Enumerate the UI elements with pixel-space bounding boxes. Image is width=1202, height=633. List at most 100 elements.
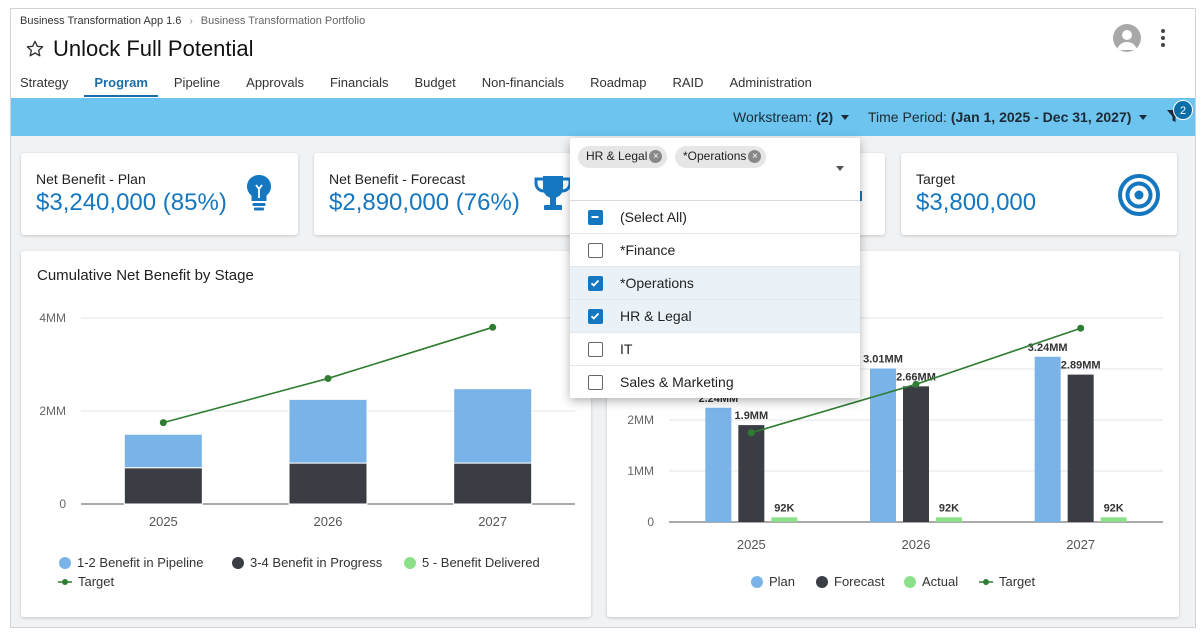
chevron-up-icon[interactable] xyxy=(836,166,844,171)
chart-title: Cumulative Net Benefit by Stage xyxy=(37,267,254,284)
data-label: 1.9MM xyxy=(735,410,769,422)
x-tick-label: 2026 xyxy=(314,514,343,529)
unchecked-checkbox-icon xyxy=(588,375,603,390)
kpi-card-plan: Net Benefit - Plan $3,240,000 (85%) xyxy=(21,153,298,235)
breadcrumb: Business Transformation App 1.6 › Busine… xyxy=(20,15,365,27)
x-tick-label: 2025 xyxy=(149,514,178,529)
data-label: 2.89MM xyxy=(1061,360,1101,372)
tab-raid[interactable]: RAID xyxy=(672,75,704,90)
target-point xyxy=(159,419,167,427)
y-tick-label: 1MM xyxy=(627,464,654,478)
data-label: 3.01MM xyxy=(863,353,903,365)
option-finance[interactable]: *Finance xyxy=(570,234,860,267)
option-operations[interactable]: *Operations xyxy=(570,267,860,300)
option-label: *Operations xyxy=(620,275,694,291)
x-tick-label: 2027 xyxy=(478,514,507,529)
stage-chart: 0 2MM 4MM 2025 2026 2027 xyxy=(39,311,575,529)
time-period-filter[interactable]: Time Period: (Jan 1, 2025 - Dec 31, 2027… xyxy=(868,109,1148,125)
tab-budget[interactable]: Budget xyxy=(414,75,456,90)
legend-item-actual[interactable]: Actual xyxy=(904,574,958,589)
time-period-value: (Jan 1, 2025 - Dec 31, 2027) xyxy=(950,109,1132,125)
workstream-filter[interactable]: Workstream: (2) xyxy=(733,109,850,125)
legend-item-plan[interactable]: Plan xyxy=(751,574,795,589)
y-tick-label: 0 xyxy=(647,515,654,529)
chip-remove-icon[interactable]: × xyxy=(649,150,663,163)
y-tick-label: 4MM xyxy=(39,311,66,325)
option-sales-marketing[interactable]: Sales & Marketing xyxy=(570,366,860,399)
legend-label: Actual xyxy=(922,574,959,589)
legend-item-progress[interactable]: 3-4 Benefit in Progress xyxy=(232,555,382,570)
breadcrumb-app-link[interactable]: Business Transformation App 1.6 xyxy=(20,15,182,27)
option-select-all[interactable]: (Select All) xyxy=(570,201,860,234)
trophy-icon xyxy=(534,176,572,210)
tab-administration[interactable]: Administration xyxy=(729,75,812,90)
option-hr-legal[interactable]: HR & Legal xyxy=(570,300,860,333)
y-tick-label: 0 xyxy=(59,497,66,511)
tab-financials[interactable]: Financials xyxy=(329,75,389,90)
chevron-down-icon xyxy=(1139,114,1148,120)
workstream-dropdown: HR & Legal × *Operations × (Select All) … xyxy=(570,138,860,398)
time-period-label: Time Period: xyxy=(868,109,947,125)
target-point xyxy=(324,374,332,382)
legend-item-forecast[interactable]: Forecast xyxy=(816,574,885,589)
bar xyxy=(1067,374,1094,522)
kpi-label: Target xyxy=(916,171,955,187)
selected-chips-area[interactable]: HR & Legal × *Operations × xyxy=(570,138,860,201)
tab-roadmap[interactable]: Roadmap xyxy=(590,75,647,90)
legend-label: 3-4 Benefit in Progress xyxy=(250,555,383,570)
legend-item-delivered[interactable]: 5 - Benefit Delivered xyxy=(404,555,540,570)
tab-non-financials[interactable]: Non-financials xyxy=(481,75,565,90)
tab-program[interactable]: Program xyxy=(84,70,159,97)
x-tick-label: 2025 xyxy=(737,537,766,551)
more-options-icon[interactable] xyxy=(1158,28,1168,48)
lightbulb-icon xyxy=(247,175,271,211)
bar xyxy=(936,517,962,522)
kpi-label: Net Benefit - Forecast xyxy=(329,171,466,187)
legend-item-target[interactable]: Target xyxy=(979,574,1035,589)
tab-strategy[interactable]: Strategy xyxy=(20,75,69,90)
option-label: IT xyxy=(620,341,633,357)
target-point xyxy=(912,380,920,388)
option-label: HR & Legal xyxy=(620,308,692,324)
kpi-card-forecast: Net Benefit - Forecast $2,890,000 (76%) xyxy=(314,153,590,235)
tab-pipeline[interactable]: Pipeline xyxy=(173,75,221,90)
nav-tabs: Strategy Program Pipeline Approvals Fina… xyxy=(10,70,828,97)
y-tick-label: 2MM xyxy=(39,404,66,418)
filter-count-badge: 2 xyxy=(1173,100,1193,120)
chip-hr-legal[interactable]: HR & Legal × xyxy=(578,146,668,168)
data-label: 92K xyxy=(774,502,794,514)
legend-label: Forecast xyxy=(834,574,885,589)
legend-label: Plan xyxy=(769,574,796,589)
breadcrumb-portfolio-link[interactable]: Business Transformation Portfolio xyxy=(200,15,366,27)
data-label: 92K xyxy=(1104,502,1124,514)
bar xyxy=(903,386,929,522)
legend-label: Target xyxy=(78,574,115,589)
tab-approvals[interactable]: Approvals xyxy=(246,75,304,90)
filter-bar xyxy=(11,98,1195,136)
legend-swatch xyxy=(232,556,244,569)
target-point xyxy=(1077,324,1085,332)
avatar[interactable] xyxy=(1113,24,1141,52)
partial-checkbox-icon xyxy=(588,210,603,225)
checked-checkbox-icon xyxy=(588,309,603,324)
target-icon xyxy=(1118,174,1160,216)
legend-line-swatch xyxy=(979,578,993,585)
chip-remove-icon[interactable]: × xyxy=(748,150,762,163)
option-it[interactable]: IT xyxy=(570,333,860,366)
chip-label: *Operations xyxy=(683,149,747,163)
chip-operations[interactable]: *Operations × xyxy=(675,146,767,168)
bar xyxy=(1100,517,1127,522)
star-icon[interactable] xyxy=(25,39,45,59)
bar-segment xyxy=(288,398,368,464)
chip-label: HR & Legal xyxy=(586,149,648,163)
legend-item-target[interactable]: Target xyxy=(58,574,114,589)
option-label: Sales & Marketing xyxy=(620,374,734,390)
y-tick-label: 2MM xyxy=(627,413,654,427)
legend-label: 1-2 Benefit in Pipeline xyxy=(77,555,204,570)
unchecked-checkbox-icon xyxy=(588,342,603,357)
legend-item-pipeline[interactable]: 1-2 Benefit in Pipeline xyxy=(59,555,203,570)
kpi-label: Net Benefit - Plan xyxy=(36,171,146,187)
kpi-value: $3,800,000 xyxy=(916,189,1037,216)
kpi-value: $3,240,000 (85%) xyxy=(36,189,227,216)
legend-swatch xyxy=(904,575,916,588)
